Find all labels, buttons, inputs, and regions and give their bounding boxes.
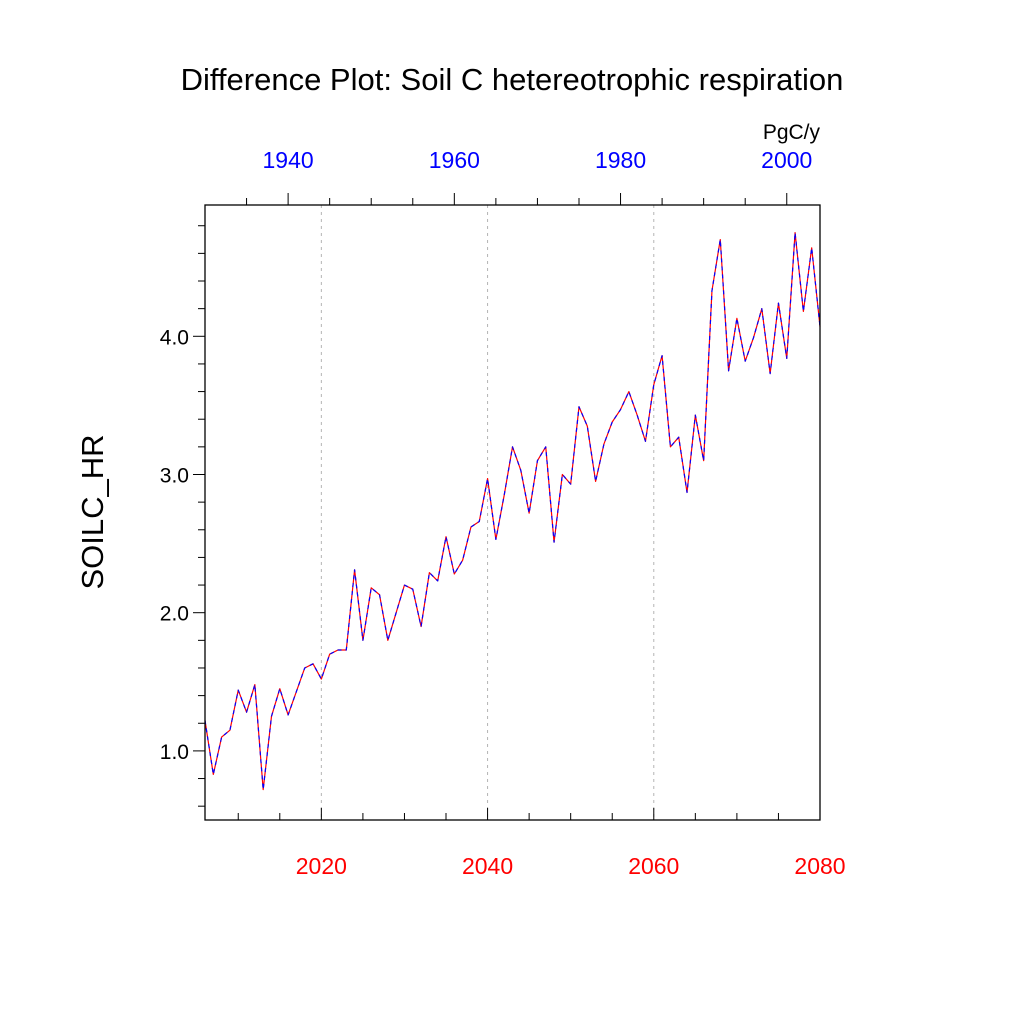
axes-layer — [193, 193, 821, 821]
chart-title: Difference Plot: Soil C hetereotrophic r… — [181, 62, 844, 97]
x-bottom-tick-label: 2040 — [462, 853, 513, 879]
plot-frame — [204, 204, 821, 821]
x-bottom-tick-label: 2060 — [628, 853, 679, 879]
x-bottom-tick-label: 2080 — [794, 853, 845, 879]
x-top-tick-label: 1980 — [595, 147, 646, 173]
y-tick-label: 1.0 — [160, 741, 189, 764]
y-tick-label: 2.0 — [160, 603, 189, 626]
x-top-tick-label: 2000 — [761, 147, 812, 173]
y-tick-label: 3.0 — [160, 464, 189, 487]
series-line-blue — [204, 232, 821, 791]
x-bottom-tick-label: 2020 — [296, 853, 347, 879]
y-tick-label: 4.0 — [160, 326, 189, 349]
tick-labels: 1.0 2.0 3.0 4.0 2020 2040 2060 2080 1940 1960 1980… — [160, 147, 846, 879]
x-top-tick-label: 1940 — [263, 147, 314, 173]
units-label: PgC/y — [763, 121, 821, 144]
grid-lines — [320, 205, 655, 820]
series-layer — [204, 232, 821, 791]
series-line-red — [204, 232, 821, 791]
x-top-tick-label: 1960 — [429, 147, 480, 173]
y-axis-label: SOILC_HR — [75, 434, 110, 589]
